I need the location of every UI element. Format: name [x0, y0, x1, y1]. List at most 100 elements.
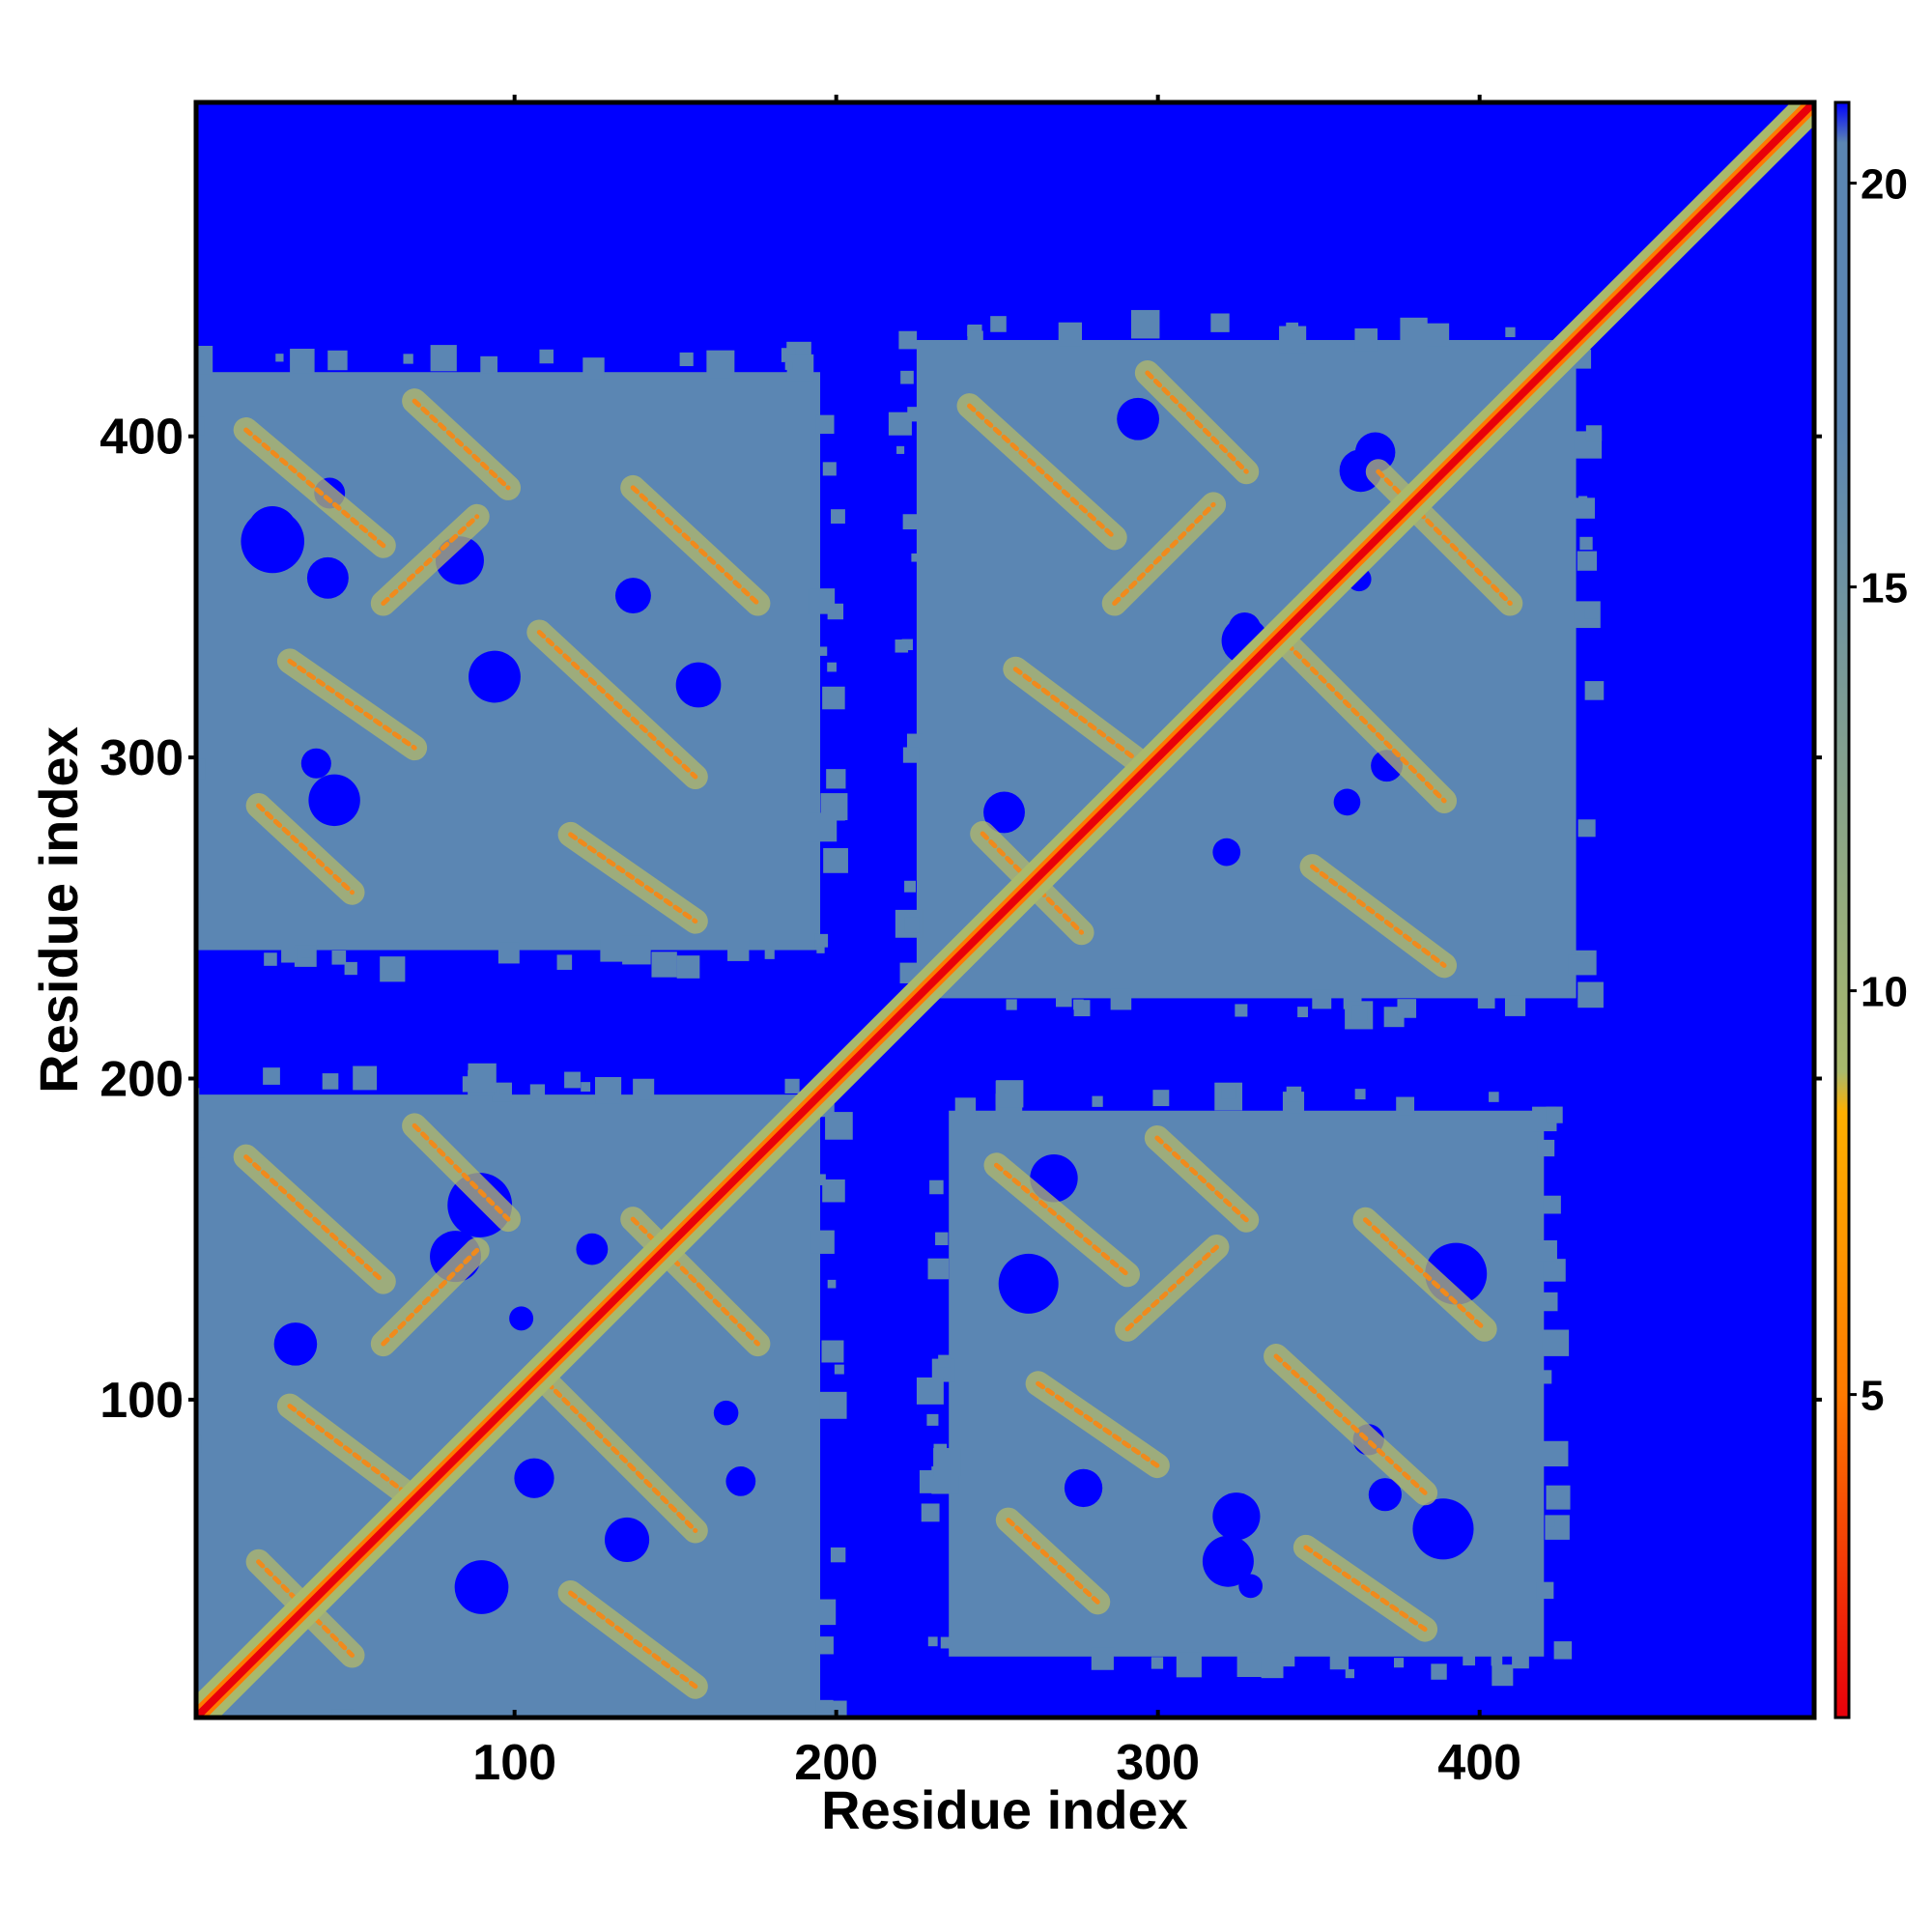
block-edge-fragment	[327, 350, 348, 371]
block-edge-fragment	[529, 1084, 546, 1099]
block-edge-fragment	[340, 1719, 357, 1736]
contact-stripe	[287, 1404, 417, 1502]
colorbar: 5 10 15 20	[1833, 100, 1908, 1719]
block-edge-fragment	[904, 917, 920, 933]
block-edge-fragment	[1345, 1668, 1355, 1679]
block-hole	[1064, 1468, 1103, 1508]
y-axis-ticks: 100 200 300 400	[99, 410, 1822, 1429]
y-tick-label: 200	[99, 1052, 184, 1108]
block-edge-fragment	[823, 847, 848, 873]
block-edge-fragment	[814, 933, 829, 948]
contact-stripe	[256, 803, 355, 895]
diagonal-band	[196, 102, 1814, 1718]
colorbar-ticks: 5 10 15 20	[1849, 161, 1908, 1420]
block-edge-fragment	[764, 949, 775, 959]
block-edge-fragment	[196, 1646, 203, 1661]
contact-stripe	[1310, 864, 1447, 968]
contact-stripe	[381, 514, 480, 607]
block-hole	[1202, 1535, 1254, 1587]
contact-stripe	[1276, 634, 1447, 804]
contact-stripe	[536, 629, 698, 780]
block-edge-fragment	[582, 357, 605, 380]
block-edge-fragment	[815, 1636, 834, 1655]
block-edge-fragment	[819, 1391, 847, 1419]
heatmap-plot-area	[196, 102, 1814, 1736]
block-edge-fragment	[622, 935, 651, 965]
block-edge-fragment	[902, 514, 919, 530]
block-edge-fragment	[480, 355, 497, 374]
block-edge-fragment	[556, 954, 573, 970]
block-hole	[1368, 1478, 1402, 1512]
block-edge-fragment	[810, 1230, 835, 1254]
y-tick-label: 400	[99, 410, 184, 466]
contact-stripe	[1362, 1217, 1488, 1332]
block-edge-fragment	[1396, 1096, 1415, 1116]
block-edge-fragment	[1152, 1090, 1170, 1107]
block-edge-fragment	[822, 462, 837, 476]
x-axis-ticks: 100 200 300 400	[472, 95, 1521, 1791]
block-hole	[306, 556, 349, 599]
block-edge-fragment	[826, 769, 846, 789]
block-edge-fragment	[331, 1709, 355, 1718]
block-edge-fragment	[1236, 1652, 1263, 1677]
block-hole	[241, 509, 304, 574]
block-edge-fragment	[895, 639, 909, 653]
block-edge-fragment	[353, 1065, 378, 1091]
block-edge-fragment	[322, 1073, 339, 1090]
block-edge-fragment	[564, 1071, 581, 1089]
x-axis-title: Residue index	[821, 1779, 1188, 1840]
block-hole	[1117, 397, 1160, 440]
block-edge-fragment	[784, 361, 793, 370]
block-edge-fragment	[633, 1078, 655, 1100]
block-edge-fragment	[921, 1503, 940, 1522]
block-edge-fragment	[1537, 1139, 1555, 1157]
block-edge-fragment	[1210, 313, 1230, 332]
block-edge-fragment	[1235, 1004, 1248, 1017]
colorbar-tick-label: 5	[1861, 1373, 1884, 1420]
contact-stripe	[536, 1372, 698, 1534]
block-edge-fragment	[1176, 1652, 1202, 1678]
block-hole	[300, 748, 331, 779]
contact-stripe	[630, 485, 760, 607]
block-edge-fragment	[919, 1469, 943, 1493]
block-edge-fragment	[1553, 1641, 1573, 1660]
block-edge-fragment	[1431, 1663, 1447, 1680]
block-hole	[713, 1400, 739, 1426]
block-edge-fragment	[676, 955, 700, 979]
block-edge-fragment	[810, 1599, 837, 1626]
block-edge-fragment	[380, 956, 406, 982]
block-edge-fragment	[1577, 981, 1604, 1009]
block-hole	[308, 774, 360, 827]
contact-stripe	[1036, 1380, 1160, 1468]
block-edge-fragment	[196, 758, 206, 780]
contact-stripe	[1012, 667, 1151, 771]
block-edge-fragment	[539, 349, 554, 364]
block-edge-fragment	[1351, 1005, 1368, 1021]
block-edge-fragment	[1463, 1653, 1476, 1666]
block-edge-fragment	[1151, 1657, 1164, 1669]
block-edge-fragment	[275, 354, 284, 362]
block-edge-fragment	[1261, 1656, 1284, 1679]
block-edge-fragment	[938, 1354, 952, 1368]
block-edge-fragment	[827, 662, 837, 672]
contact-stripe	[1303, 1545, 1428, 1633]
block-edge-fragment	[281, 947, 298, 963]
block-edge-fragment	[1354, 1089, 1366, 1100]
block-edge-fragment	[196, 1435, 202, 1453]
block-hole	[1212, 838, 1241, 867]
block-edge-fragment	[1584, 604, 1600, 619]
contact-stripe	[1273, 1353, 1428, 1495]
y-tick-label: 100	[99, 1373, 184, 1429]
block-edge-fragment	[1491, 1654, 1503, 1666]
block-edge-fragment	[290, 349, 315, 374]
block-edge-fragment	[403, 354, 413, 364]
block-edge-fragment	[916, 1377, 944, 1405]
block-edge-fragment	[1574, 497, 1595, 519]
block-hole	[576, 1233, 609, 1265]
block-edge-fragment	[1279, 326, 1307, 354]
block-edge-fragment	[1542, 1329, 1570, 1356]
block-edge-fragment	[898, 330, 918, 350]
block-edge-fragment	[990, 316, 1007, 332]
block-edge-fragment	[706, 350, 735, 379]
block-edge-fragment	[831, 509, 845, 525]
